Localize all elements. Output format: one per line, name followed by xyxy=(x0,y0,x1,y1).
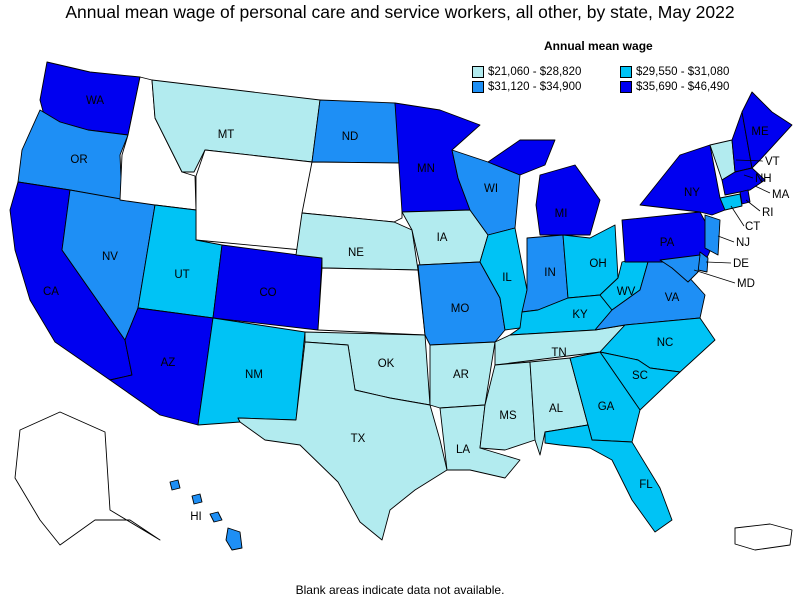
state-ct[interactable] xyxy=(719,193,743,211)
state-hi-big[interactable] xyxy=(225,527,243,551)
state-nj[interactable] xyxy=(704,214,721,256)
legend-item-bin-2: $31,120 - $34,900 xyxy=(472,81,581,93)
state-fl[interactable] xyxy=(544,424,673,533)
label-ct: CT xyxy=(745,221,760,233)
label-nv: NV xyxy=(102,251,118,263)
label-or: OR xyxy=(70,154,87,166)
label-sc: SC xyxy=(632,370,648,382)
legend-swatch-bin-3 xyxy=(620,81,632,93)
state-hi-oahu[interactable] xyxy=(191,493,203,505)
state-ak[interactable] xyxy=(14,411,161,546)
label-ok: OK xyxy=(378,358,395,370)
legend-swatch-bin-0 xyxy=(472,66,484,78)
label-tx: TX xyxy=(351,433,366,445)
label-mi: MI xyxy=(555,208,568,220)
label-wv: WV xyxy=(617,286,636,298)
legend-item-bin-0: $21,060 - $28,820 xyxy=(472,66,581,78)
map-title: Annual mean wage of personal care and se… xyxy=(65,2,735,22)
legend-title: Annual mean wage xyxy=(544,39,653,53)
label-ma: MA xyxy=(772,189,790,201)
label-fl: FL xyxy=(639,479,653,491)
label-vt: VT xyxy=(765,156,780,168)
label-ar: AR xyxy=(453,369,469,381)
legend-swatch-bin-1 xyxy=(620,66,632,78)
state-mi[interactable] xyxy=(535,164,601,236)
label-wa: WA xyxy=(86,95,104,107)
legend-item-bin-3: $35,690 - $46,490 xyxy=(620,81,729,93)
label-de: DE xyxy=(733,258,749,270)
state-ma[interactable] xyxy=(721,167,766,196)
state-pr[interactable] xyxy=(734,523,793,551)
label-ms: MS xyxy=(499,410,517,422)
label-in: IN xyxy=(544,267,556,279)
label-ia: IA xyxy=(437,232,448,244)
label-az: AZ xyxy=(161,357,176,369)
label-md: MD xyxy=(737,278,755,290)
state-il[interactable] xyxy=(479,227,528,331)
legend-swatch-bin-2 xyxy=(472,81,484,93)
label-me: ME xyxy=(751,126,769,138)
label-nh: NH xyxy=(755,173,772,185)
state-hi-maui[interactable] xyxy=(209,511,223,523)
label-oh: OH xyxy=(589,258,606,270)
label-ne: NE xyxy=(348,247,364,259)
label-hi: HI xyxy=(190,511,202,523)
state-ks[interactable] xyxy=(317,267,426,336)
footnote: Blank areas indicate data not available. xyxy=(295,583,505,597)
state-tx[interactable] xyxy=(237,341,448,541)
state-labels: WA OR CA NV MT UT AZ CO NM ND NE OK TX M… xyxy=(43,95,790,523)
label-nm: NM xyxy=(245,369,263,381)
label-tn: TN xyxy=(551,347,566,359)
label-il: IL xyxy=(502,272,512,284)
label-nd: ND xyxy=(342,131,359,143)
label-ga: GA xyxy=(598,401,615,413)
label-al: AL xyxy=(549,403,564,415)
label-co: CO xyxy=(259,287,276,299)
state-ny[interactable] xyxy=(639,144,726,216)
state-wy[interactable] xyxy=(195,149,313,251)
state-hi-kauai[interactable] xyxy=(169,479,181,491)
legend-item-bin-1: $29,550 - $31,080 xyxy=(620,66,729,78)
label-ny: NY xyxy=(684,187,700,199)
label-va: VA xyxy=(665,292,680,304)
label-ky: KY xyxy=(572,309,588,321)
state-md[interactable] xyxy=(659,254,701,283)
label-ca: CA xyxy=(43,286,59,298)
state-sd[interactable] xyxy=(301,161,403,223)
label-wi: WI xyxy=(484,183,498,195)
legend-label-bin-1: $29,550 - $31,080 xyxy=(636,66,730,78)
label-mn: MN xyxy=(417,163,435,175)
label-la: LA xyxy=(456,444,470,456)
label-ut: UT xyxy=(174,269,189,281)
legend-label-bin-0: $21,060 - $28,820 xyxy=(488,66,582,78)
label-pa: PA xyxy=(660,237,675,249)
label-leader-lines xyxy=(693,159,771,284)
label-mt: MT xyxy=(218,129,235,141)
legend-label-bin-2: $31,120 - $34,900 xyxy=(488,81,582,93)
label-ri: RI xyxy=(762,207,774,219)
label-nj: NJ xyxy=(736,237,750,249)
state-mi-upper[interactable] xyxy=(487,139,556,176)
legend-label-bin-3: $35,690 - $46,490 xyxy=(636,81,730,93)
state-ri[interactable] xyxy=(739,189,751,205)
label-nc: NC xyxy=(657,337,674,349)
label-mo: MO xyxy=(451,303,470,315)
